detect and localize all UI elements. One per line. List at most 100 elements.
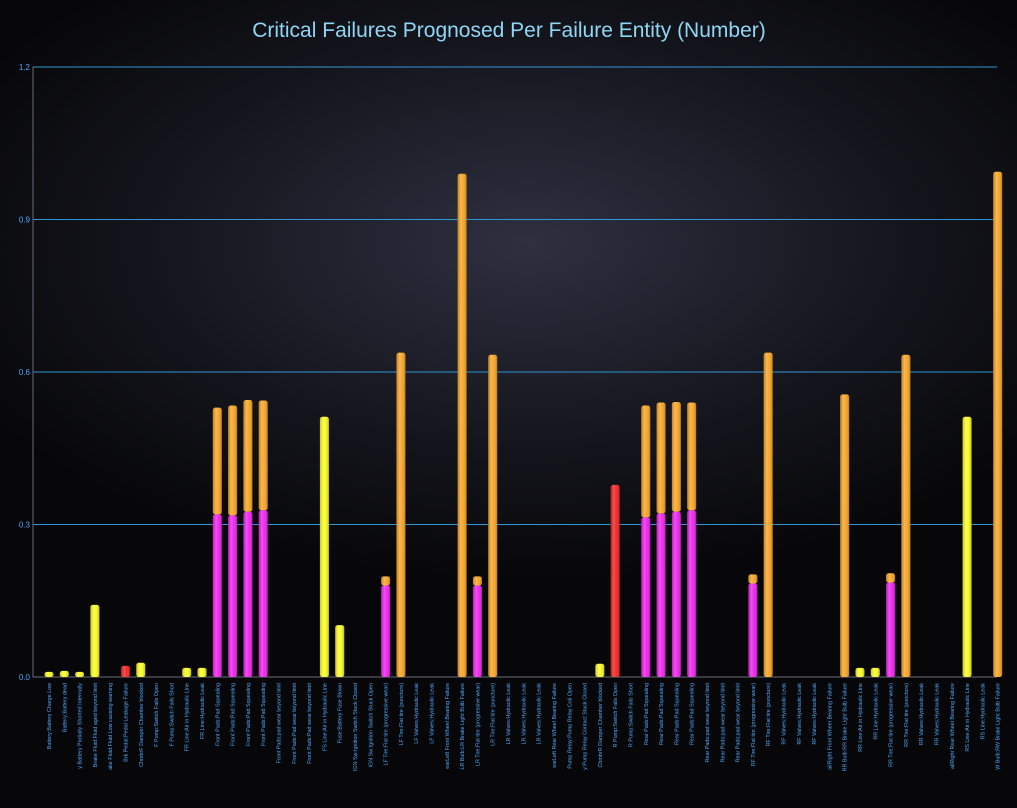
bar-highlight — [671, 401, 681, 512]
bar-highlight — [886, 573, 896, 583]
bar-highlight — [901, 354, 911, 677]
bar-highlight — [595, 663, 605, 677]
x-tick-label: RR Bulb:RR Brake Light Bulb Failure — [843, 683, 849, 771]
x-tick-label: Brk Pedal:Pedal Leakage Failure — [124, 683, 130, 762]
x-tick-label: F Pump:Switch Fails Open — [154, 683, 160, 747]
x-tick-label: ailRight Rear Wheel Bearing Failure — [950, 683, 956, 769]
y-tick-label: 0.9 — [19, 216, 31, 225]
bar-highlight — [488, 354, 498, 677]
y-tick-label: 0.6 — [19, 368, 31, 377]
bar-highlight — [870, 667, 880, 677]
x-tick-label: RS Line:Hydraulic Leak — [980, 683, 986, 740]
bar-highlight — [182, 667, 192, 677]
bar-highlight — [319, 416, 329, 677]
x-tick-label: Rear Pads:pad wear beyond limit — [720, 682, 726, 762]
x-tick-label: Brake Fluid:Fluid aged beyond limit — [93, 683, 99, 768]
bar-highlight — [44, 671, 54, 677]
x-tick-label: Rear Pads:Pad Squealing — [659, 683, 665, 745]
x-tick-label: F Pump:Switch Fails Short — [169, 683, 175, 747]
bar-highlight — [457, 173, 467, 677]
x-tick-label: Front Pads:Pad Squealing — [246, 683, 252, 746]
x-tick-label: ake Fluid:Fluid Low causing warning — [108, 683, 114, 770]
x-tick-label: Front Pads:Pad Squealing — [231, 683, 237, 746]
x-tick-label: RF Valves:Hydraulic Leak — [781, 683, 787, 745]
bar-highlight — [641, 405, 651, 518]
x-tick-label: RR Valves:Hydraulic Leak — [919, 683, 925, 746]
bar-highlight — [687, 510, 697, 677]
x-tick-label: W Bulb:RW Brake Light Bulb Failure — [996, 683, 1002, 770]
x-tick-label: RR Tire:Flat tire (puncture) — [904, 683, 910, 747]
bar-highlight — [396, 352, 406, 677]
x-tick-label: R Pump:Switch Fails Short — [628, 682, 634, 747]
bar-highlight — [855, 667, 865, 677]
bar-highlight — [121, 665, 131, 677]
x-tick-label: LF Valves:Hydraulic Leak — [414, 683, 420, 744]
bar-highlight — [258, 400, 268, 511]
bar-highlight — [763, 352, 773, 677]
bar-highlight — [840, 394, 850, 677]
x-tick-label: Front Pads:Pad wear beyond limit — [292, 683, 298, 764]
x-tick-label: Rear Pads:pad wear beyond limit — [705, 682, 711, 762]
bar-highlight — [228, 405, 238, 516]
x-tick-label: Rear Pads:Pad Squealing — [690, 683, 696, 745]
x-tick-label: earLeft Rear Wheel Bearing Failure — [552, 683, 558, 768]
y-axis-ticks: 0.0 0.3 0.6 0.9 1.2 — [19, 63, 31, 682]
bar-highlight — [212, 407, 222, 515]
x-tick-label: ChmbrF Damper Chamber blocked — [139, 683, 145, 767]
x-tick-label: Front Pads:Pad Squealing — [261, 683, 267, 746]
x-tick-label: LR Tire:Flat tire (progressive wear) — [475, 683, 481, 766]
y-tick-label: 0.3 — [19, 521, 31, 530]
bar-highlight — [886, 582, 896, 677]
x-tick-label: y:Battery Partially Shorted Internally — [78, 683, 84, 769]
x-tick-label: RR Tire:Flat tire (progressive wear) — [889, 683, 895, 767]
x-tick-label: RR Valves:Hydraulic Leak — [934, 683, 940, 746]
x-tick-label: earLeft Front Wheel Bearing Failure — [445, 683, 451, 769]
x-tick-label: Fuse:Battery Fuse Blown — [338, 683, 344, 743]
x-tick-label: Rear Pads:pad wear beyond limit — [736, 682, 742, 762]
x-tick-label: RS Line:Air in Hydraulic Line — [965, 683, 971, 752]
x-tick-label: Battery:Battery Charge Low — [47, 683, 53, 749]
x-tick-label: LR Valves:Hydraulic Leak — [521, 683, 527, 745]
gridlines — [32, 66, 997, 678]
x-tick-label: Front Pads:Pad Squealing — [215, 683, 221, 746]
x-tick-label: IGN Sw:Ignition Switch Stuck Closed — [353, 683, 359, 771]
x-tick-label: LR Valves:Hydraulic Leak — [537, 683, 543, 745]
bar-highlight — [212, 514, 222, 677]
bar-highlight — [75, 671, 85, 677]
x-tick-label: RF Valves:Hydraulic Leak — [812, 683, 818, 745]
x-tick-label: R Pump:Switch Fails Open — [613, 683, 619, 747]
x-tick-label: FR Line:Air in Hydraulic Line — [185, 683, 191, 751]
x-tick-label: FS Line:Air in Hydraulic Line — [322, 683, 328, 751]
x-tick-label: ailRight Front Wheel Bearing Failure — [827, 683, 833, 770]
bar-highlight — [656, 513, 666, 677]
bar-highlight — [136, 662, 146, 677]
bar-highlight — [381, 585, 391, 677]
x-tick-label: LR Bulb:LR Brake Light Bulb Failure — [460, 683, 466, 770]
x-tick-label: LR Valves:Hydraulic Leak — [506, 683, 512, 745]
bar-highlight — [610, 484, 620, 677]
bar-highlight — [472, 576, 482, 586]
bars — [44, 171, 1003, 677]
bar-highlight — [656, 402, 666, 514]
x-tick-label: Battery:Battery dead — [62, 683, 68, 732]
x-tick-label: y:Pump Relay Contact Stuck Closed — [583, 683, 589, 770]
x-tick-label: LF Tire:Flat tire (progressive wear) — [384, 683, 390, 766]
bar-highlight — [228, 515, 238, 677]
x-tick-label: LF Tire:Flat tire (puncture) — [399, 683, 405, 746]
bar-highlight — [993, 171, 1003, 677]
bar-highlight — [59, 670, 69, 677]
bar-highlight — [748, 583, 758, 677]
bar-highlight — [335, 625, 345, 677]
bar-highlight — [243, 399, 253, 512]
x-tick-label: Pump Relay:Pump Relay Coil Open — [567, 683, 573, 769]
bar-highlight — [671, 511, 681, 677]
x-tick-label: FR Line:Hydraulic Leak — [200, 683, 206, 739]
y-tick-label: 1.2 — [19, 63, 31, 72]
x-tick-label: Rear Pads:Pad Squealing — [674, 683, 680, 745]
bar-highlight — [197, 667, 207, 677]
y-tick-label: 0.0 — [19, 673, 31, 682]
bar-highlight — [472, 585, 482, 677]
x-tick-label: Front Pads:Pad wear beyond limit — [307, 683, 313, 764]
x-tick-label: Front Pads:pad wear beyond limit — [277, 683, 283, 764]
